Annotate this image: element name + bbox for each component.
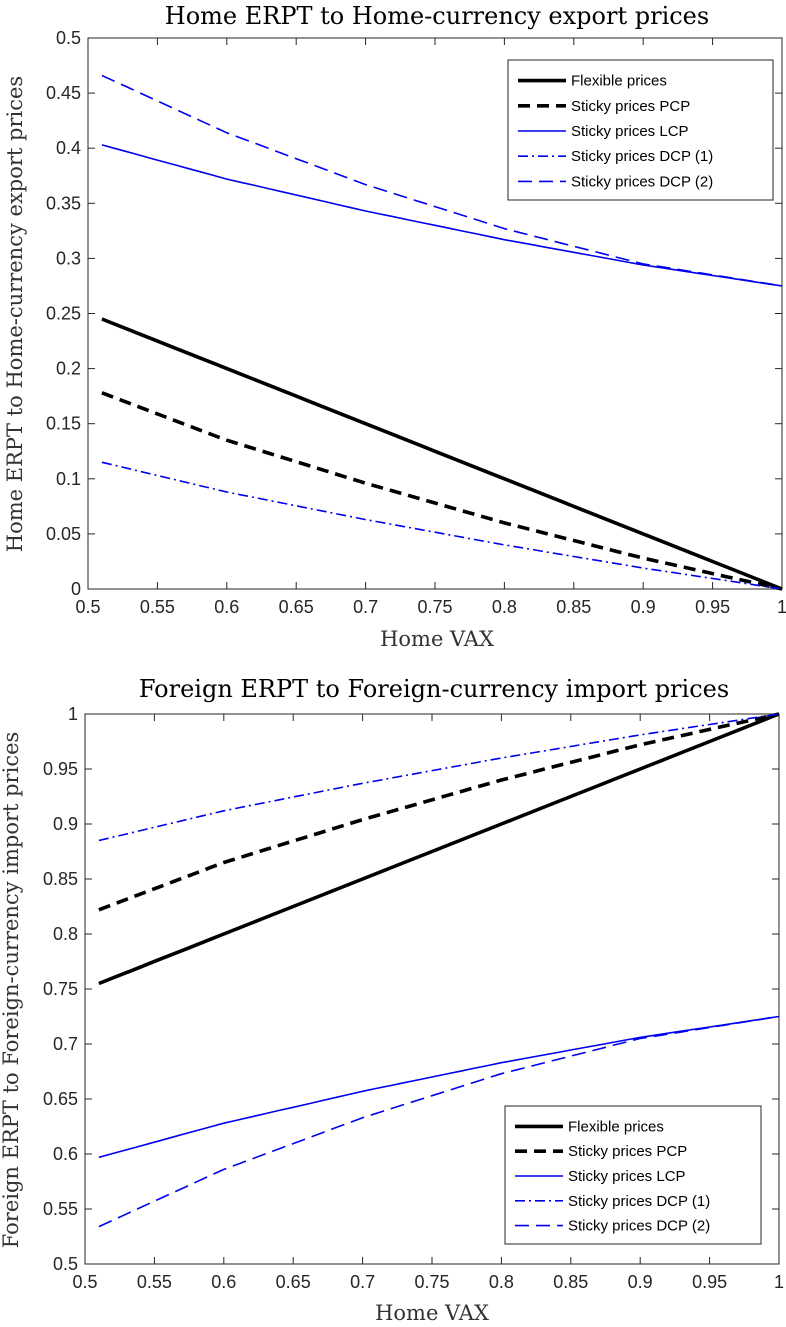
y-tick-label: 0.85	[43, 869, 78, 889]
y-tick-label: 0.9	[53, 814, 78, 834]
legend-label: Sticky prices PCP	[571, 98, 690, 115]
y-tick-label: 0.15	[46, 414, 81, 434]
series-line	[101, 74, 783, 287]
legend-label: Sticky prices DCP (2)	[571, 173, 713, 190]
legend-label: Sticky prices LCP	[568, 1168, 686, 1185]
y-tick-label: 0.75	[43, 979, 78, 999]
legend-label: Sticky prices PCP	[568, 1143, 687, 1160]
y-tick-label: 0.8	[53, 924, 78, 944]
series-line	[101, 144, 783, 287]
y-axis-label: Foreign ERPT to Foreign-currency import …	[0, 732, 23, 1249]
y-tick-label: 0	[71, 579, 81, 599]
y-tick-label: 0.7	[53, 1034, 78, 1054]
legend-box	[504, 1105, 762, 1245]
y-axis-label: Home ERPT to Home-currency export prices	[3, 76, 27, 552]
x-tick-label: 0.9	[628, 1272, 653, 1292]
x-tick-label: 0.8	[489, 1272, 514, 1292]
x-tick-label: 0.95	[695, 597, 730, 617]
series-line	[101, 461, 783, 590]
x-tick-label: 0.6	[211, 1272, 236, 1292]
x-tick-label: 0.85	[553, 1272, 588, 1292]
x-tick-label: 0.5	[72, 1272, 97, 1292]
y-tick-label: 0.25	[46, 304, 81, 324]
x-tick-label: 0.65	[279, 597, 314, 617]
x-axis-label: Home VAX	[380, 627, 494, 651]
x-tick-label: 1	[774, 1272, 784, 1292]
y-tick-label: 0.3	[56, 248, 81, 268]
x-tick-label: 0.75	[414, 1272, 449, 1292]
y-tick-label: 0.5	[53, 1254, 78, 1274]
legend-label: Flexible prices	[568, 1118, 664, 1135]
legend-label: Sticky prices DCP (2)	[568, 1218, 710, 1235]
x-tick-label: 0.55	[140, 597, 175, 617]
x-tick-label: 0.95	[692, 1272, 727, 1292]
y-tick-label: 0.6	[53, 1144, 78, 1164]
series-line	[98, 1015, 780, 1228]
x-tick-label: 0.7	[353, 597, 378, 617]
legend-label: Sticky prices LCP	[571, 123, 689, 140]
y-tick-label: 0.2	[56, 359, 81, 379]
series-line	[101, 391, 783, 591]
y-tick-label: 1	[68, 704, 78, 724]
x-tick-label: 0.55	[137, 1272, 172, 1292]
y-tick-label: 0.5	[56, 28, 81, 48]
x-tick-label: 0.8	[492, 597, 517, 617]
y-tick-label: 0.4	[56, 138, 81, 158]
chart-title: Home ERPT to Home-currency export prices	[165, 2, 709, 30]
x-tick-label: 1	[777, 597, 786, 617]
x-tick-label: 0.6	[214, 597, 239, 617]
legend-box	[507, 59, 774, 201]
chart-title: Foreign ERPT to Foreign-currency import …	[139, 675, 729, 703]
y-tick-label: 0.45	[46, 83, 81, 103]
x-tick-label: 0.65	[276, 1272, 311, 1292]
legend-label: Sticky prices DCP (1)	[568, 1193, 710, 1210]
legend-label: Sticky prices DCP (1)	[571, 148, 713, 165]
y-tick-label: 0.95	[43, 759, 78, 779]
series-line	[101, 317, 783, 591]
legend-label: Flexible prices	[571, 73, 667, 90]
y-tick-label: 0.05	[46, 524, 81, 544]
x-tick-label: 0.7	[350, 1272, 375, 1292]
y-tick-label: 0.1	[56, 469, 81, 489]
chart-home-erpt: Home ERPT to Home-currency export prices…	[3, 2, 786, 651]
series-line	[98, 1015, 780, 1159]
x-tick-label: 0.9	[631, 597, 656, 617]
y-tick-label: 0.55	[43, 1199, 78, 1219]
x-tick-label: 0.85	[556, 597, 591, 617]
series-line	[98, 712, 780, 986]
chart-foreign-erpt: Foreign ERPT to Foreign-currency import …	[0, 675, 784, 1325]
series-line	[98, 713, 780, 842]
series-line	[98, 712, 780, 912]
x-tick-label: 0.75	[417, 597, 452, 617]
y-tick-label: 0.65	[43, 1089, 78, 1109]
x-tick-label: 0.5	[75, 597, 100, 617]
y-tick-label: 0.35	[46, 193, 81, 213]
x-axis-label: Home VAX	[375, 1301, 489, 1325]
